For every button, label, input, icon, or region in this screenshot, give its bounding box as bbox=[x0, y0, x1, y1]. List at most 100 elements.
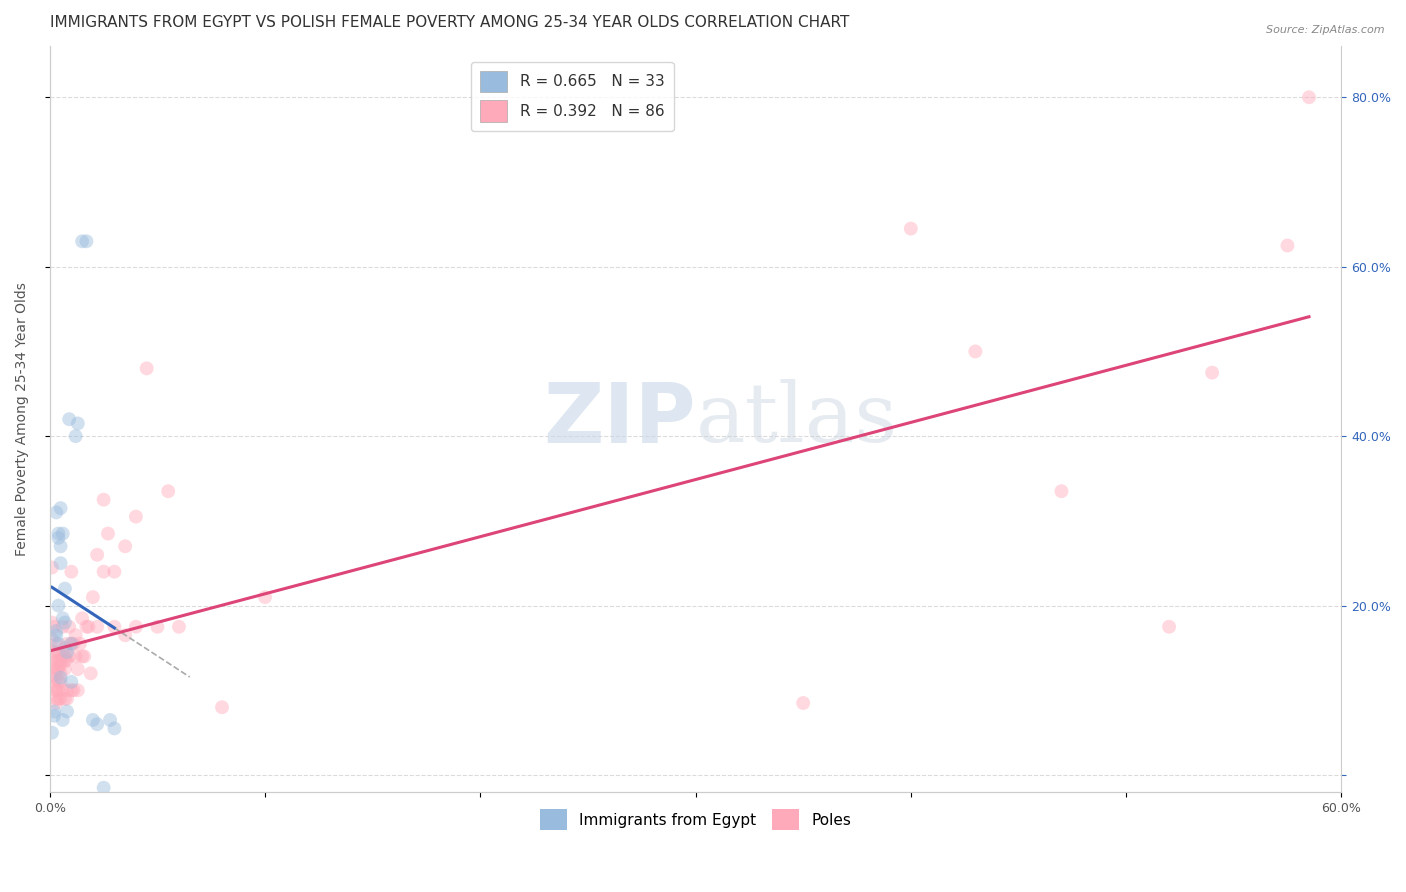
Point bbox=[48, 645, 70, 659]
Point bbox=[44, 645, 66, 659]
Point bbox=[48, 683, 70, 698]
Point bbox=[56, 705, 79, 719]
Point bbox=[65, 649, 87, 664]
Point bbox=[60, 683, 83, 698]
Point bbox=[60, 674, 83, 689]
Point bbox=[58, 620, 80, 634]
Text: Source: ZipAtlas.com: Source: ZipAtlas.com bbox=[1267, 25, 1385, 35]
Point bbox=[56, 645, 79, 659]
Point bbox=[45, 691, 67, 706]
Point bbox=[157, 484, 180, 499]
Point bbox=[44, 679, 66, 693]
Point bbox=[41, 560, 63, 574]
Point bbox=[75, 235, 97, 249]
Point bbox=[1277, 238, 1299, 252]
Point bbox=[125, 620, 148, 634]
Point bbox=[93, 492, 115, 507]
Point bbox=[44, 620, 66, 634]
Point bbox=[52, 620, 75, 634]
Text: ZIP: ZIP bbox=[543, 379, 696, 459]
Point bbox=[65, 429, 87, 443]
Point bbox=[56, 683, 79, 698]
Point bbox=[58, 412, 80, 426]
Point bbox=[70, 235, 93, 249]
Point bbox=[48, 599, 70, 613]
Point bbox=[48, 691, 70, 706]
Point bbox=[60, 637, 83, 651]
Point bbox=[114, 628, 136, 642]
Point bbox=[41, 632, 63, 647]
Point bbox=[80, 666, 103, 681]
Point bbox=[53, 640, 76, 655]
Point bbox=[44, 705, 66, 719]
Legend: Immigrants from Egypt, Poles: Immigrants from Egypt, Poles bbox=[534, 803, 858, 837]
Point bbox=[52, 649, 75, 664]
Point bbox=[1050, 484, 1073, 499]
Point bbox=[56, 654, 79, 668]
Point bbox=[73, 649, 96, 664]
Point bbox=[53, 691, 76, 706]
Point bbox=[56, 691, 79, 706]
Point bbox=[103, 620, 125, 634]
Point bbox=[45, 683, 67, 698]
Point bbox=[86, 717, 108, 731]
Point bbox=[53, 654, 76, 668]
Point bbox=[77, 620, 100, 634]
Point bbox=[66, 417, 89, 431]
Point bbox=[53, 662, 76, 676]
Point bbox=[41, 725, 63, 739]
Point bbox=[52, 526, 75, 541]
Point bbox=[49, 691, 72, 706]
Point bbox=[62, 637, 84, 651]
Point bbox=[49, 556, 72, 570]
Point bbox=[254, 590, 277, 604]
Point bbox=[211, 700, 233, 714]
Point bbox=[48, 637, 70, 651]
Point bbox=[86, 548, 108, 562]
Point bbox=[48, 657, 70, 672]
Point bbox=[44, 708, 66, 723]
Point bbox=[70, 611, 93, 625]
Point bbox=[60, 565, 83, 579]
Point bbox=[103, 565, 125, 579]
Point bbox=[82, 590, 104, 604]
Point bbox=[65, 628, 87, 642]
Point bbox=[48, 654, 70, 668]
Point bbox=[75, 620, 97, 634]
Point bbox=[48, 662, 70, 676]
Point bbox=[93, 565, 115, 579]
Point bbox=[53, 582, 76, 596]
Point bbox=[792, 696, 814, 710]
Point bbox=[48, 531, 70, 545]
Point bbox=[1298, 90, 1320, 104]
Point bbox=[965, 344, 987, 359]
Point bbox=[45, 505, 67, 519]
Point bbox=[44, 645, 66, 659]
Point bbox=[60, 637, 83, 651]
Point bbox=[86, 620, 108, 634]
Point bbox=[62, 683, 84, 698]
Y-axis label: Female Poverty Among 25-34 Year Olds: Female Poverty Among 25-34 Year Olds bbox=[15, 282, 30, 556]
Point bbox=[52, 683, 75, 698]
Point bbox=[49, 666, 72, 681]
Point bbox=[52, 611, 75, 625]
Point bbox=[49, 501, 72, 516]
Point bbox=[48, 674, 70, 689]
Point bbox=[146, 620, 169, 634]
Point bbox=[49, 539, 72, 553]
Point bbox=[45, 683, 67, 698]
Point bbox=[44, 666, 66, 681]
Point bbox=[45, 624, 67, 638]
Point bbox=[1157, 620, 1180, 634]
Point bbox=[56, 637, 79, 651]
Point bbox=[41, 615, 63, 630]
Point bbox=[49, 671, 72, 685]
Text: atlas: atlas bbox=[696, 379, 897, 459]
Point bbox=[70, 649, 93, 664]
Point bbox=[98, 713, 121, 727]
Point bbox=[49, 657, 72, 672]
Point bbox=[103, 722, 125, 736]
Point bbox=[49, 654, 72, 668]
Point bbox=[45, 696, 67, 710]
Point bbox=[125, 509, 148, 524]
